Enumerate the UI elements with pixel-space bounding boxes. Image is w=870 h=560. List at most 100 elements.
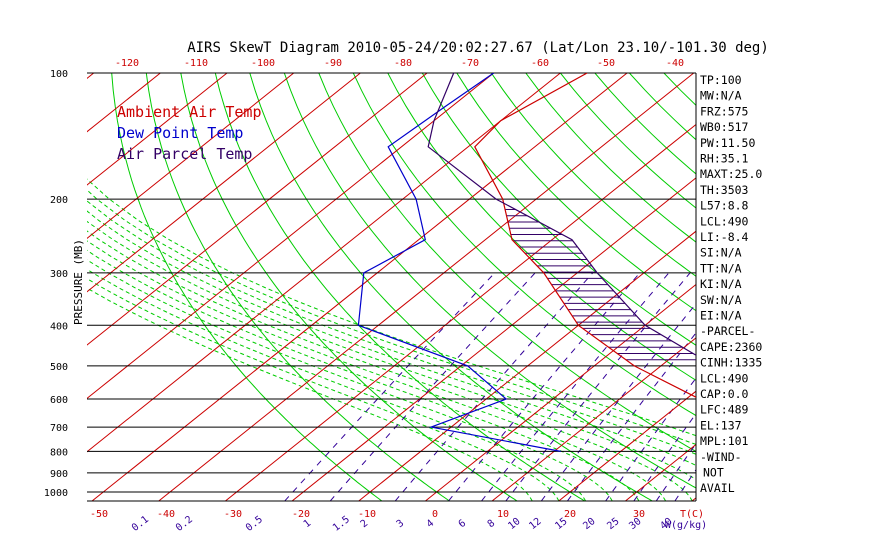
mixing-ratio-label: 1.5 bbox=[331, 514, 352, 534]
isotherm bbox=[87, 73, 495, 400]
stats-line: CAPE:2360 bbox=[700, 340, 762, 354]
pressure-tick-label: 800 bbox=[50, 447, 68, 458]
mixing-ratio-label: 25 bbox=[605, 516, 621, 532]
moist-adiabat bbox=[87, 200, 696, 455]
pressure-tick-label: 900 bbox=[50, 469, 68, 480]
dry-adiabat bbox=[387, 73, 696, 381]
bottom-temp-tick-label: 10 bbox=[497, 509, 509, 520]
top-temp-tick-label: -110 bbox=[184, 58, 208, 69]
mixing-ratio-line bbox=[807, 273, 870, 501]
stats-line: EL:137 bbox=[700, 418, 742, 432]
pressure-tick-label: 200 bbox=[50, 195, 68, 206]
series-line-3 bbox=[427, 73, 696, 356]
mixing-ratio-label: 0.5 bbox=[244, 514, 265, 534]
stats-line: LI:-8.4 bbox=[700, 230, 749, 244]
bottom-temp-tick-label: -40 bbox=[157, 509, 175, 520]
stats-line: WB0:517 bbox=[700, 120, 749, 134]
y-axis-label: PRESSURE (MB) bbox=[72, 239, 85, 325]
dry-adiabat bbox=[214, 73, 585, 501]
mixing-ratio-label: 0.2 bbox=[174, 514, 195, 534]
mixing-ratio-label: 0.1 bbox=[130, 514, 151, 534]
mixing-ratio-label: 8 bbox=[486, 518, 498, 530]
mixing-ratio-line bbox=[481, 272, 670, 501]
isotherm bbox=[291, 177, 696, 501]
isotherm bbox=[0, 73, 27, 502]
mixing-ratio-label: 6 bbox=[457, 518, 469, 530]
stats-line: KI:N/A bbox=[700, 277, 742, 291]
mixing-ratio-line bbox=[567, 332, 696, 501]
dry-adiabat bbox=[111, 73, 383, 501]
mixing-ratio-line bbox=[505, 272, 691, 501]
x-unit-label: T(C) bbox=[680, 509, 704, 520]
isotherm bbox=[87, 73, 561, 453]
dry-adiabat bbox=[283, 73, 696, 489]
isotherm bbox=[87, 73, 428, 346]
top-temp-tick-label: -50 bbox=[597, 58, 615, 69]
dry-adiabat bbox=[352, 73, 696, 417]
bottom-temp-tick-label: -50 bbox=[90, 509, 108, 520]
isotherm bbox=[557, 390, 696, 501]
moist-adiabat bbox=[87, 210, 696, 466]
stats-line: LCL:490 bbox=[700, 214, 749, 228]
stats-line: AVAIL bbox=[700, 481, 735, 495]
isotherm bbox=[91, 73, 628, 501]
mixing-ratio-line bbox=[541, 302, 696, 501]
top-temp-tick-label: -90 bbox=[324, 58, 342, 69]
legend-entry: Dew Point Temp bbox=[117, 124, 243, 142]
stats-line: LFC:489 bbox=[700, 403, 749, 417]
series-line-2 bbox=[357, 73, 561, 452]
stats-line: L57:8.8 bbox=[700, 199, 749, 213]
stats-line: FRZ:575 bbox=[700, 104, 748, 118]
cape-hatching bbox=[503, 202, 696, 361]
top-temp-tick-label: -40 bbox=[666, 58, 684, 69]
mixing-ratio-line bbox=[674, 468, 696, 501]
stats-line: SI:N/A bbox=[700, 246, 742, 260]
dry-adiabat bbox=[663, 73, 696, 107]
mixing-ratio-line bbox=[329, 272, 536, 501]
isotherm bbox=[224, 123, 696, 501]
mixing-ratio-line bbox=[448, 272, 641, 501]
bottom-temp-tick-label: -30 bbox=[224, 509, 242, 520]
mixing-ratio-label: 4 bbox=[425, 518, 437, 530]
stats-line: -WIND- bbox=[700, 450, 742, 464]
dry-adiabat bbox=[836, 73, 870, 501]
isotherm bbox=[424, 283, 696, 501]
stats-line: TP:100 bbox=[700, 73, 742, 87]
series-line-1 bbox=[474, 73, 696, 398]
top-temp-tick-label: -70 bbox=[461, 58, 479, 69]
mixing-unit-label: W(g/kg) bbox=[665, 520, 707, 531]
stats-line: TT:N/A bbox=[700, 261, 742, 275]
isotherm bbox=[491, 337, 696, 501]
mixing-ratio-line bbox=[605, 377, 696, 501]
pressure-tick-label: 300 bbox=[50, 269, 68, 280]
mixing-ratio-line bbox=[655, 442, 696, 501]
top-temp-tick-label: -80 bbox=[394, 58, 412, 69]
mixing-ratio-line bbox=[394, 272, 594, 501]
pressure-grid bbox=[87, 72, 697, 502]
dry-adiabat bbox=[767, 73, 870, 501]
stats-line: CAP:0.0 bbox=[700, 387, 749, 401]
stats-line: RH:35.1 bbox=[700, 152, 749, 166]
dry-adiabat bbox=[249, 73, 653, 501]
mixing-ratio-label: 3 bbox=[395, 518, 407, 530]
top-temp-tick-label: -120 bbox=[115, 58, 139, 69]
pressure-tick-label: 600 bbox=[50, 395, 68, 406]
bottom-temp-tick-label: -20 bbox=[292, 509, 310, 520]
mixing-ratio-line bbox=[284, 272, 496, 501]
legend-entry: Ambient Air Temp bbox=[117, 103, 262, 121]
mixing-ratio-line bbox=[633, 412, 696, 501]
chart-title: AIRS SkewT Diagram 2010-05-24/20:02:27.6… bbox=[187, 40, 769, 56]
isotherm bbox=[824, 73, 870, 502]
stats-line: EI:N/A bbox=[700, 309, 742, 323]
isotherm bbox=[758, 73, 870, 502]
stats-line: -PARCEL- bbox=[700, 324, 755, 338]
stats-line: MW:N/A bbox=[700, 89, 742, 103]
isotherm bbox=[87, 73, 228, 186]
dry-adiabat bbox=[802, 73, 870, 501]
dry-adiabat bbox=[456, 73, 696, 312]
mixing-ratio-label: 2 bbox=[359, 518, 371, 530]
stats-line: LCL:490 bbox=[700, 371, 749, 385]
mixing-ratio-line bbox=[729, 273, 870, 501]
bottom-temp-tick-label: 30 bbox=[633, 509, 645, 520]
